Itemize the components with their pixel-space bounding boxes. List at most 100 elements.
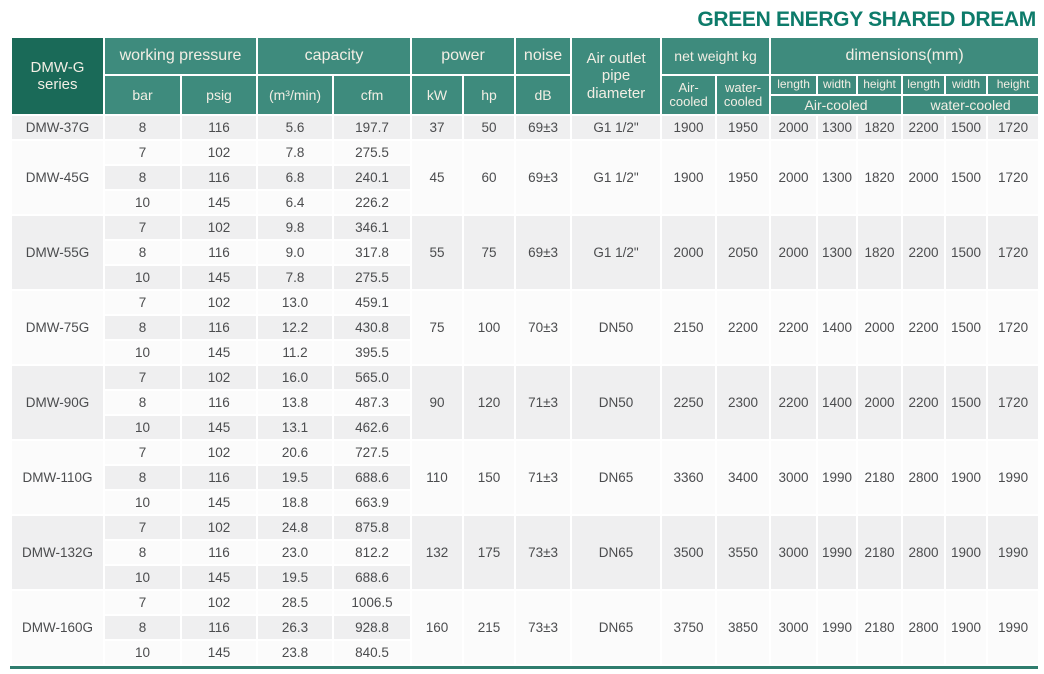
header-dim-length-air: length: [769, 74, 819, 96]
dim-cell: 2000: [856, 289, 904, 366]
table-body: DMW-37G 8 116 5.6 197.7 37 50 69±3 G1 1/…: [10, 114, 1041, 666]
series-cell: DMW-55G: [10, 214, 105, 291]
weight-water-cooled-cell: 1950: [715, 139, 772, 216]
header-noise: noise: [514, 36, 573, 76]
psig-cell: 116: [179, 539, 259, 566]
header-cfm: cfm: [332, 74, 413, 116]
bar-cell: 10: [103, 564, 182, 591]
psig-cell: 102: [179, 289, 259, 316]
power-hp-cell: 150: [462, 439, 517, 516]
capacity-m3min-cell: 26.3: [256, 614, 335, 641]
dim-cell: 2200: [901, 289, 947, 366]
header-row-1: DMW-G series working pressure capacity p…: [10, 36, 1041, 116]
capacity-cfm-cell: 275.5: [332, 264, 413, 291]
header-m3min: (m³/min): [256, 74, 335, 116]
capacity-m3min-cell: 23.0: [256, 539, 335, 566]
table-row: 8 116 23.0 812.2: [11, 539, 1039, 566]
capacity-cfm-cell: 317.8: [332, 239, 413, 266]
dim-cell: 2200: [901, 364, 947, 441]
bar-cell: 10: [103, 264, 182, 291]
power-hp-cell: 175: [462, 514, 517, 591]
psig-cell: 145: [179, 489, 259, 516]
series-cell: DMW-110G: [10, 439, 105, 516]
header-db: dB: [514, 74, 573, 116]
header-dim-height-air: height: [856, 74, 904, 96]
bar-cell: 7: [103, 514, 182, 541]
bar-cell: 8: [103, 164, 182, 191]
header-net-weight: net weight kg: [660, 36, 772, 76]
bar-cell: 10: [103, 339, 182, 366]
table-row: DMW-90G 7 102 16.0 565.0 90 120 71±3 DN5…: [10, 364, 1041, 441]
power-kw-cell: 75: [410, 289, 465, 366]
dim-cell: 2000: [856, 364, 904, 441]
capacity-m3min-cell: 19.5: [256, 464, 335, 491]
bar-cell: 8: [103, 239, 182, 266]
table-row: 10 145 7.8 275.5: [11, 264, 1039, 291]
table-row: 8 116 9.0 317.8: [11, 239, 1039, 266]
capacity-cfm-cell: 346.1: [332, 214, 413, 241]
power-kw-cell: 90: [410, 364, 465, 441]
table-row: DMW-110G 7 102 20.6 727.5 110 150 71±3 D…: [10, 439, 1041, 516]
psig-cell: 145: [179, 564, 259, 591]
capacity-cfm-cell: 1006.5: [332, 589, 413, 616]
capacity-cfm-cell: 395.5: [332, 339, 413, 366]
weight-air-cooled-cell: 3500: [660, 514, 718, 591]
capacity-cfm-cell: 197.7: [332, 114, 413, 141]
noise-cell: 69±3: [514, 114, 573, 141]
capacity-m3min-cell: 12.2: [256, 314, 335, 341]
dim-cell: 3000: [769, 514, 819, 591]
dim-cell: 1990: [986, 439, 1041, 516]
dim-cell: 1300: [816, 139, 859, 216]
header-air-outlet-pipe-diameter: Air outlet pipe diameter: [570, 36, 663, 116]
capacity-m3min-cell: 11.2: [256, 339, 335, 366]
psig-cell: 116: [179, 114, 259, 141]
weight-air-cooled-cell: 2150: [660, 289, 718, 366]
capacity-cfm-cell: 663.9: [332, 489, 413, 516]
dim-cell: 1500: [944, 139, 989, 216]
psig-cell: 145: [179, 264, 259, 291]
capacity-m3min-cell: 19.5: [256, 564, 335, 591]
capacity-cfm-cell: 487.3: [332, 389, 413, 416]
bar-cell: 8: [103, 464, 182, 491]
dim-cell: 2000: [901, 139, 947, 216]
dim-cell: 1990: [816, 589, 859, 666]
capacity-m3min-cell: 9.0: [256, 239, 335, 266]
dim-cell: 2200: [769, 364, 819, 441]
capacity-cfm-cell: 565.0: [332, 364, 413, 391]
header-weight-air-cooled: Air- cooled: [660, 74, 718, 116]
psig-cell: 102: [179, 139, 259, 166]
capacity-cfm-cell: 688.6: [332, 464, 413, 491]
bar-cell: 10: [103, 189, 182, 216]
pipe-diameter-cell: DN65: [570, 589, 663, 666]
psig-cell: 102: [179, 439, 259, 466]
noise-cell: 73±3: [514, 514, 573, 591]
capacity-cfm-cell: 430.8: [332, 314, 413, 341]
psig-cell: 145: [179, 639, 259, 666]
dim-cell: 1720: [986, 214, 1041, 291]
dim-cell: 3000: [769, 439, 819, 516]
bar-cell: 10: [103, 414, 182, 441]
psig-cell: 102: [179, 514, 259, 541]
bar-cell: 8: [103, 389, 182, 416]
pipe-diameter-cell: DN50: [570, 289, 663, 366]
table-row: 8 116 26.3 928.8: [11, 614, 1039, 641]
table-header: DMW-G series working pressure capacity p…: [10, 36, 1041, 116]
header-power: power: [410, 36, 517, 76]
table-row: DMW-132G 7 102 24.8 875.8 132 175 73±3 D…: [10, 514, 1041, 591]
power-kw-cell: 160: [410, 589, 465, 666]
header-dims-air-cooled: Air-cooled: [769, 94, 904, 116]
weight-air-cooled-cell: 3750: [660, 589, 718, 666]
capacity-m3min-cell: 18.8: [256, 489, 335, 516]
weight-water-cooled-cell: 1950: [715, 114, 772, 141]
bar-cell: 7: [103, 364, 182, 391]
capacity-m3min-cell: 16.0: [256, 364, 335, 391]
header-dimensions: dimensions(mm): [769, 36, 1041, 76]
table-row: 10 145 19.5 688.6: [11, 564, 1039, 591]
header-dim-length-water: length: [901, 74, 947, 96]
table-row: 8 116 13.8 487.3: [11, 389, 1039, 416]
pipe-diameter-cell: G1 1/2": [570, 139, 663, 216]
capacity-cfm-cell: 462.6: [332, 414, 413, 441]
dim-cell: 1500: [944, 289, 989, 366]
table-row: 8 116 19.5 688.6: [11, 464, 1039, 491]
